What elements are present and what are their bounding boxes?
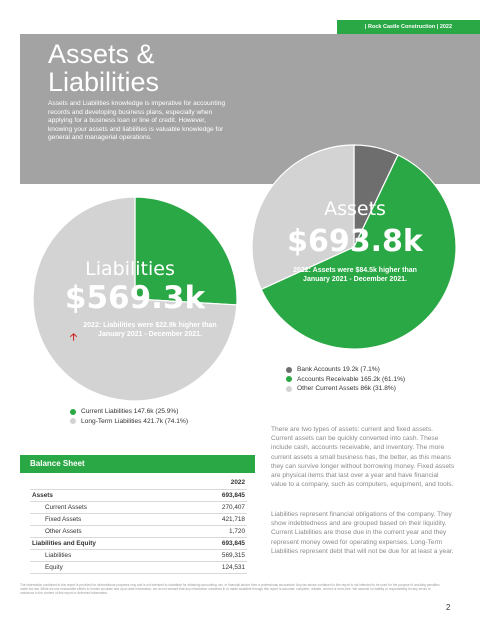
row-value: 124,531 [185, 561, 247, 575]
legend-swatch [70, 408, 76, 415]
row-label: Equity [30, 561, 186, 575]
table-row: Assets 693,845 [30, 489, 247, 502]
table-row: Fixed Assets 421,718 [30, 513, 247, 526]
assets-note: 2022: Assets were $84.5k higher than Jan… [293, 267, 417, 283]
assets-explanation: There are two types of assets: current a… [271, 426, 455, 489]
disclaimer-text: The information contained in this report… [20, 583, 440, 595]
table-row: Equity 124,531 [30, 561, 247, 575]
legend-item: Long-Term Liabilities 421.7k (74.1%) [70, 417, 188, 427]
table-row: Liabilities 569,315 [30, 549, 247, 563]
assets-legend: Bank Accounts 19.2k (7.1%) Accounts Rece… [286, 365, 405, 394]
table-row: Current Assets 270,407 [30, 501, 247, 514]
legend-label: Bank Accounts 19.2k (7.1%) [297, 366, 380, 374]
liabilities-explanation: Liabilities represent financial obligati… [271, 511, 454, 555]
table-cell [30, 477, 186, 490]
assets-title: Assets [324, 198, 386, 220]
legend-swatch [70, 418, 76, 425]
legend-swatch [286, 376, 292, 383]
balance-sheet-header: Balance Sheet [20, 455, 255, 473]
table-header-row: 2022 [30, 477, 247, 490]
row-value: 693,845 [185, 537, 247, 551]
row-label: Fixed Assets [30, 513, 186, 526]
pie-slice-other-current-assets [251, 144, 355, 291]
page-number: 2 [446, 603, 451, 612]
year-column-header: 2022 [185, 477, 247, 490]
row-value: 693,845 [185, 489, 247, 502]
legend-label: Current Liabilities 147.6k (25.9%) [81, 408, 179, 416]
pie-slice-long-term-liabilities [32, 196, 238, 402]
arrow-up-icon: 🡡 [70, 332, 78, 343]
row-value: 421,718 [185, 513, 247, 526]
row-value: 1,720 [185, 525, 247, 538]
hero-banner: Assets & Liabilities Assets and Liabilit… [20, 34, 480, 184]
liabilities-total: $569.3k [64, 280, 206, 316]
legend-label: Other Current Assets 86k (31.8%) [297, 385, 396, 393]
legend-item: Other Current Assets 86k (31.8%) [286, 384, 405, 394]
table-row: Liabilities and Equity 693,845 [30, 537, 247, 551]
page-title: Assets & Liabilities [48, 39, 160, 97]
legend-item: Current Liabilities 147.6k (25.9%) [70, 407, 188, 417]
pie-slice-accounts-receivable [260, 154, 457, 350]
row-label: Liabilities and Equity [30, 537, 186, 551]
table-row: Other Assets 1,720 [30, 525, 247, 538]
balance-sheet-table: 2022 Assets 693,845 Current Assets 270,4… [30, 477, 247, 575]
row-label: Assets [30, 489, 186, 502]
legend-label: Long-Term Liabilities 421.7k (74.1%) [81, 417, 189, 425]
pie-slice-current-liabilities [134, 196, 238, 306]
row-label: Current Assets [30, 501, 186, 514]
assets-total: $693.8k [287, 224, 423, 259]
assets-pie-chart [251, 144, 457, 350]
liabilities-title: Liabilities [85, 258, 175, 280]
legend-swatch [286, 366, 292, 373]
row-label: Other Assets [30, 525, 186, 538]
row-label: Liabilities [30, 549, 186, 563]
legend-swatch [286, 385, 292, 392]
row-value: 270,407 [185, 501, 247, 514]
intro-paragraph: Assets and Liabilities knowledge is impe… [48, 100, 226, 142]
legend-label: Accounts Receivable 165.2k (61.1%) [297, 375, 406, 383]
liabilities-pie-chart [32, 196, 238, 402]
row-value: 569,315 [185, 549, 247, 563]
liabilities-note: 2022: Liabilities were $22.9k higher tha… [83, 322, 217, 338]
liabilities-legend: Current Liabilities 147.6k (25.9%) Long-… [70, 407, 188, 426]
legend-item: Accounts Receivable 165.2k (61.1%) [286, 375, 405, 385]
legend-item: Bank Accounts 19.2k (7.1%) [286, 365, 405, 375]
company-header-bar: | Rock Castle Construction | 2022 [337, 20, 480, 34]
